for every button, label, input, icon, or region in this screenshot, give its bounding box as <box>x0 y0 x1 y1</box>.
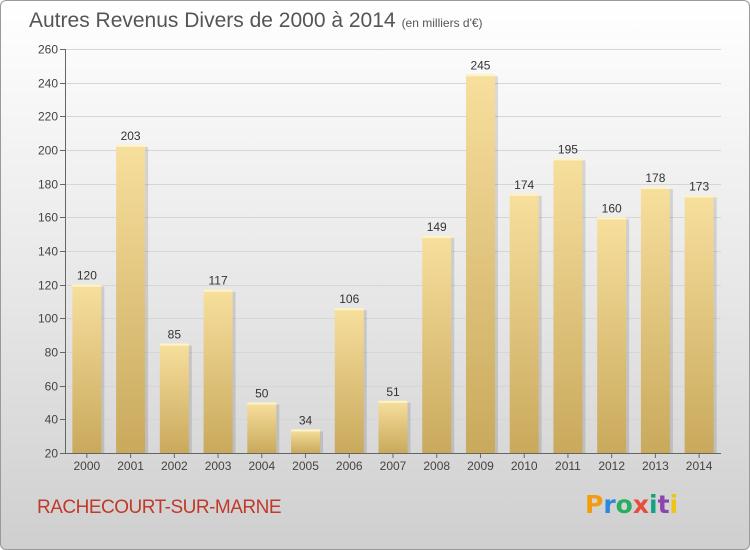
bar-top-highlight <box>334 308 364 311</box>
x-tick-label: 2014 <box>686 459 713 473</box>
bar-2000 <box>72 284 102 453</box>
x-tick-label: 2012 <box>598 459 625 473</box>
data-label: 50 <box>255 387 269 401</box>
x-tick-label: 2000 <box>74 459 101 473</box>
bar-top-highlight <box>378 400 408 403</box>
x-tick-label: 2005 <box>292 459 319 473</box>
logo-letter: P <box>585 490 604 519</box>
y-tick-label: 80 <box>45 346 59 360</box>
data-label: 245 <box>470 58 490 72</box>
x-tick-label: 2006 <box>336 459 363 473</box>
bar-top-highlight <box>422 235 452 238</box>
bar-top-highlight <box>597 217 627 220</box>
bar-top-highlight <box>465 74 495 77</box>
logo-letter: i <box>669 490 679 519</box>
data-label: 106 <box>339 292 359 306</box>
logo-letter: t <box>657 490 670 519</box>
data-label: 149 <box>427 220 447 234</box>
logo-letter: r <box>603 490 616 519</box>
data-label: 34 <box>299 413 313 427</box>
data-label: 85 <box>168 328 182 342</box>
commune-name: RACHECOURT-SUR-MARNE <box>37 497 282 518</box>
logo-letter: o <box>615 490 633 519</box>
x-tick-label: 2011 <box>555 459 581 473</box>
y-tick-label: 60 <box>45 380 59 394</box>
y-tick-label: 200 <box>38 144 58 158</box>
x-tick-label: 2001 <box>117 459 144 473</box>
bar-2001 <box>116 144 146 453</box>
bar-2014 <box>684 195 714 453</box>
proxiti-logo[interactable]: Proxiti <box>585 490 678 519</box>
data-label: 195 <box>558 142 578 156</box>
x-tick-label: 2013 <box>642 459 669 473</box>
y-tick-label: 20 <box>45 447 59 461</box>
bars <box>72 74 717 454</box>
bar-top-highlight <box>684 195 714 198</box>
bar-top-highlight <box>247 402 277 405</box>
data-label: 51 <box>386 385 400 399</box>
logo-letter: i <box>649 490 658 519</box>
bar-top-highlight <box>640 187 670 190</box>
y-tick-label: 40 <box>45 413 59 427</box>
bar-2009 <box>465 74 495 453</box>
y-tick-label: 100 <box>38 312 58 326</box>
bar-2007 <box>378 400 408 453</box>
bar-2005 <box>291 429 321 453</box>
y-tick-label: 160 <box>38 211 58 225</box>
bar-top-highlight <box>72 284 102 287</box>
y-tick-label: 120 <box>38 279 58 293</box>
chart-title-text: Autres Revenus Divers de 2000 à 2014 <box>29 9 396 32</box>
data-label: 203 <box>121 129 141 143</box>
x-tick-label: 2007 <box>380 459 407 473</box>
x-tick-label: 2003 <box>205 459 232 473</box>
bar-2002 <box>159 343 189 453</box>
x-tick-label: 2004 <box>248 459 275 473</box>
bar-top-highlight <box>553 158 583 161</box>
bar-2004 <box>247 402 277 453</box>
x-tick-label: 2009 <box>467 459 494 473</box>
logo-letter: x <box>632 490 649 519</box>
bar-2011 <box>553 158 583 453</box>
x-tick-label: 2002 <box>161 459 188 473</box>
y-tick-label: 240 <box>38 77 58 91</box>
chart-title: Autres Revenus Divers de 2000 à 2014 (en … <box>29 9 483 33</box>
bar-2008 <box>422 235 452 453</box>
y-tick-label: 260 <box>38 43 58 57</box>
axes <box>60 49 721 458</box>
data-label: 178 <box>645 171 665 185</box>
bar-top-highlight <box>291 429 321 432</box>
bar-2012 <box>597 217 627 453</box>
data-label: 160 <box>602 201 622 215</box>
bar-2013 <box>640 187 670 454</box>
bar-top-highlight <box>509 193 539 196</box>
bar-top-highlight <box>159 343 189 346</box>
x-tick-label: 2008 <box>423 459 450 473</box>
bar-top-highlight <box>203 289 233 292</box>
y-tick-label: 140 <box>38 245 58 259</box>
data-label: 120 <box>77 269 97 283</box>
chart-unit: (en milliers d'€) <box>401 16 483 30</box>
bar-2006 <box>334 308 364 453</box>
data-label: 174 <box>514 178 534 192</box>
bar-top-highlight <box>116 144 146 147</box>
bar-2010 <box>509 193 539 453</box>
labels: 20 40 60 80 100 120 140 160 180 200 220 240 260 120 20… <box>38 43 713 474</box>
y-tick-label: 220 <box>38 110 58 124</box>
data-label: 117 <box>208 274 227 288</box>
bar-2003 <box>203 289 233 453</box>
x-tick-label: 2010 <box>511 459 538 473</box>
data-label: 173 <box>689 179 709 193</box>
y-tick-label: 180 <box>38 178 58 192</box>
